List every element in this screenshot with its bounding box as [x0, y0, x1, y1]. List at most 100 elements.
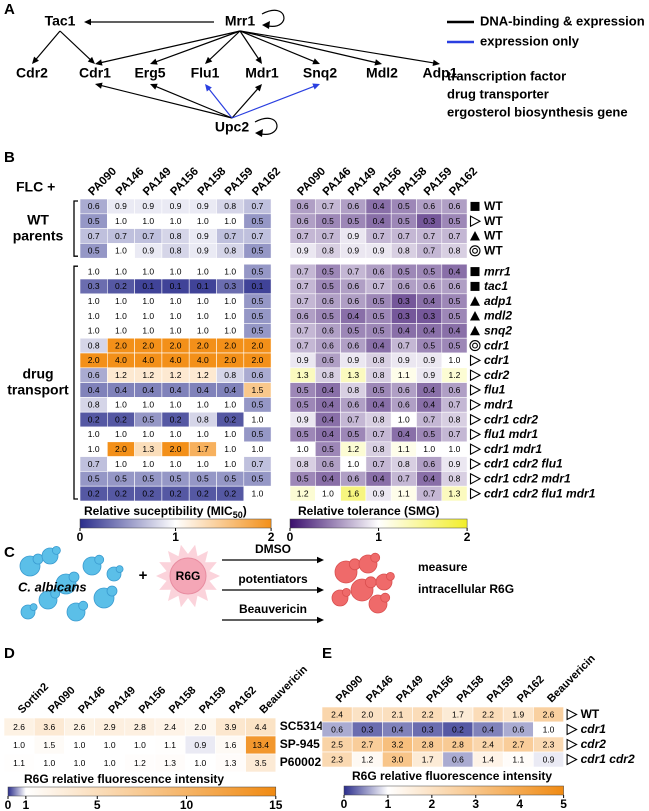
cell-label: 0.4 [482, 724, 494, 734]
cell-label: 0.8 [373, 414, 385, 424]
gene-node: Cdr2 [16, 65, 48, 81]
cell-label: 0.7 [423, 246, 435, 256]
cell-label: 0.5 [224, 474, 236, 484]
column-header: PA162 [250, 166, 283, 199]
cell-label: 0.9 [142, 246, 154, 256]
cell-label: 1.0 [170, 459, 182, 469]
readout-label: measure [418, 560, 468, 574]
cell-label: 0.2 [197, 488, 209, 498]
colorbar-tick-label: 10 [180, 798, 194, 811]
cell-label: 1.1 [13, 758, 25, 768]
cell-label: 0.8 [322, 246, 334, 256]
colorbar-title: R6G relative fluorescence intensity [352, 769, 552, 783]
cell-label: 1.1 [512, 754, 524, 764]
cell-label: 0.3 [422, 724, 434, 734]
edge [155, 30, 241, 63]
arrowhead [84, 18, 91, 26]
cell-label: 0.6 [449, 385, 461, 395]
cell-label: 0.4 [347, 311, 359, 321]
cell-label: 0.1 [197, 281, 209, 291]
arrowhead [150, 58, 158, 65]
cell-label: 0.8 [398, 459, 410, 469]
cell-label: 2.4 [331, 709, 343, 719]
cell-label: 0.5 [252, 296, 264, 306]
arrowhead [317, 586, 324, 594]
colorbar-tick-label: 1 [23, 798, 30, 811]
readout-label: intracellular R6G [418, 582, 514, 596]
cell-label: 2.7 [512, 739, 524, 749]
cell-label: 0.6 [398, 281, 410, 291]
cell-label: 0.4 [373, 201, 385, 211]
cell-label: 0.8 [373, 370, 385, 380]
arrowhead [205, 56, 213, 64]
column-header: PA149 [141, 166, 174, 199]
cell-label: 2.8 [422, 739, 434, 749]
cell-label: 0.9 [297, 355, 309, 365]
cell-label: 0.2 [224, 414, 236, 424]
column-header: PA162 [227, 684, 259, 716]
cell-label: 1.0 [423, 444, 435, 454]
colorbar-tick-label: 2 [428, 797, 435, 811]
cell-label: 3.6 [43, 722, 55, 732]
cell-label: 1.0 [88, 326, 100, 336]
cell-label: 4.4 [255, 722, 267, 732]
cell-label: 0.6 [88, 370, 100, 380]
cell-label: 0.9 [197, 231, 209, 241]
column-header: PA146 [76, 684, 108, 716]
cell-label: 1.0 [297, 444, 309, 454]
row-marker [469, 428, 482, 441]
colorbar [79, 518, 272, 529]
cell-label: 13.4 [252, 740, 269, 750]
gene-node: Upc2 [215, 119, 249, 135]
row-marker [566, 738, 578, 751]
row-marker [469, 413, 482, 426]
cell-label: 0.2 [88, 414, 100, 424]
cell-label: 1.2 [170, 370, 182, 380]
cell-label: 1.3 [142, 444, 154, 454]
row-label: adp1 [484, 294, 512, 308]
cell-label: 3.0 [392, 754, 404, 764]
row-label: flu1 mdr1 [484, 427, 538, 441]
row-marker [470, 201, 480, 211]
column-header: Beauvericin [257, 663, 310, 716]
edge [239, 30, 435, 64]
cell-label: 0.5 [88, 474, 100, 484]
edge [100, 84, 233, 119]
cell-label: 0.9 [347, 355, 359, 365]
edge [59, 30, 92, 61]
cell-label: 1.3 [449, 488, 461, 498]
cell-label: 0.2 [224, 488, 236, 498]
cell-label: 0.4 [449, 266, 461, 276]
cell-label: 0.7 [347, 414, 359, 424]
cell-label: 0.5 [449, 311, 461, 321]
cell-label: 0.6 [347, 474, 359, 484]
cell-label: 0.9 [170, 201, 182, 211]
cell-label: 0.7 [297, 266, 309, 276]
cell-label: 0.6 [512, 724, 524, 734]
cell-label: 0.8 [170, 246, 182, 256]
legend-label: transcription factor [447, 68, 566, 83]
row-marker [472, 247, 478, 254]
cell-label: 0.5 [398, 216, 410, 226]
cell-label: 0.5 [398, 266, 410, 276]
cell-label: 2.6 [13, 722, 25, 732]
cell-label: 0.5 [322, 266, 334, 276]
cell-label: 0.8 [224, 246, 236, 256]
cell-label: 0.5 [252, 311, 264, 321]
row-marker [469, 458, 482, 470]
cell-label: 0.5 [449, 216, 461, 226]
cell-label: 1.0 [115, 326, 127, 336]
cell-label: 2.0 [88, 355, 100, 365]
cell-label: 1.0 [142, 459, 154, 469]
cell-label: 1.0 [142, 296, 154, 306]
cell-label: 0.4 [373, 216, 385, 226]
cell-label: 0.7 [423, 231, 435, 241]
cell-label: 1.0 [115, 296, 127, 306]
cell-label: 4.0 [170, 355, 182, 365]
cell-label: 1.0 [449, 355, 461, 365]
cell-label: 1.2 [115, 370, 127, 380]
cell-bud [341, 588, 351, 597]
cell-label: 0.7 [373, 429, 385, 439]
cell-label: 1.5 [43, 740, 55, 750]
